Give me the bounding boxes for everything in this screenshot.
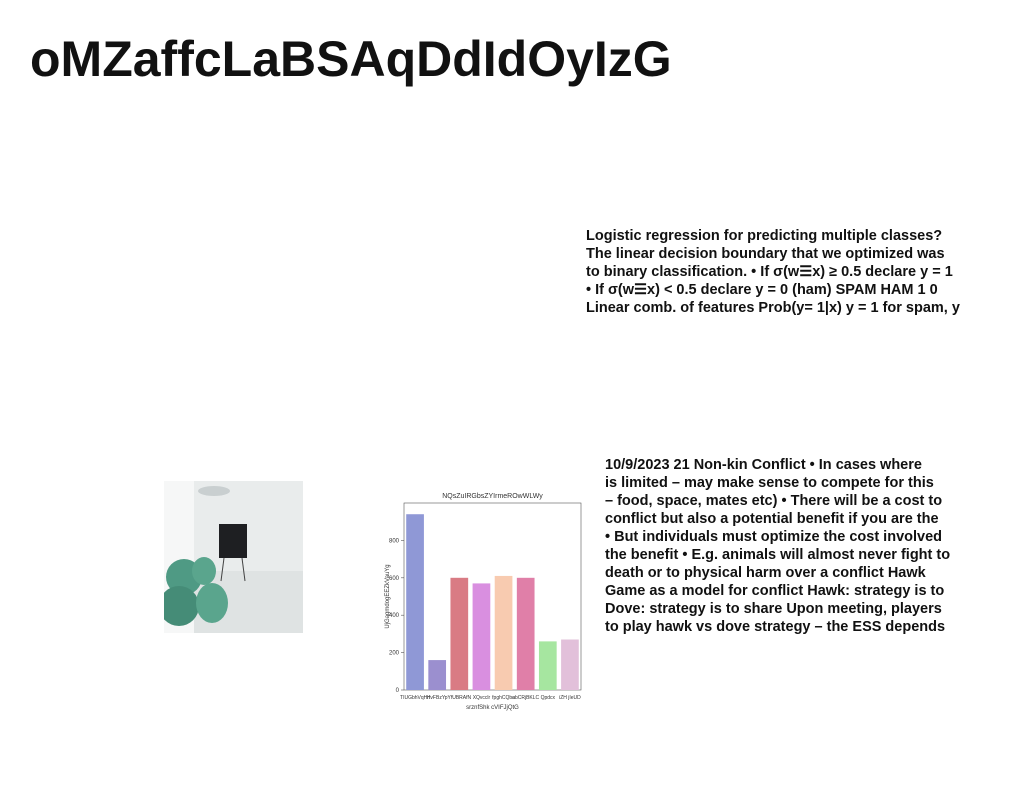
chart-title: NQsZuIRGbsZYIrmeROwWLWy xyxy=(442,493,543,500)
text-line: to play hawk vs dove strategy – the ESS … xyxy=(605,619,946,635)
bar xyxy=(494,575,513,690)
text-block: 10/9/2023 21 Non-kin Conflict • In cases… xyxy=(605,456,950,636)
x-tick-label: TIUGbhVqHrl xyxy=(400,695,430,701)
text-line: Logistic regression for predicting multi… xyxy=(586,228,943,244)
text-line: • But individuals must optimize the cost… xyxy=(605,529,943,545)
y-tick-label: 400 xyxy=(389,613,400,619)
x-tick-label: XQvcclr xyxy=(473,695,491,701)
y-tick-label: 800 xyxy=(389,538,400,544)
bar xyxy=(406,514,424,690)
x-tick-label: YfUBRAfN xyxy=(448,695,472,701)
x-tick-label: Qpdcx xyxy=(541,695,556,701)
bar xyxy=(472,583,491,690)
page-title: oMZaffcLaBSAqDdIdOyIzG xyxy=(30,31,672,87)
text-line: is limited – may make sense to compete f… xyxy=(605,475,934,491)
text-line: Linear comb. of features Prob(y= 1|x) y … xyxy=(586,300,960,316)
text-line: 10/9/2023 21 Non-kin Conflict • In cases… xyxy=(605,457,922,473)
bar xyxy=(428,660,447,690)
photo xyxy=(164,481,303,633)
y-axis-label: UjGagmdogEEZkVauYg xyxy=(385,564,391,628)
plot-frame xyxy=(403,502,582,691)
text-line: – food, space, mates etc) • There will b… xyxy=(605,493,943,509)
text-line: • If σ(w☰x) < 0.5 declare y = 0 (ham) SP… xyxy=(586,282,938,298)
chart: NQsZuIRGbsZYIrmeROwWLWy 0 200 400 600 800 UjGa… xyxy=(385,493,582,711)
text-line: The linear decision boundary that we opt… xyxy=(586,246,945,262)
bar xyxy=(516,577,535,690)
text-block: Logistic regression for predicting multi… xyxy=(586,227,960,317)
x-tick-label: iZH jIeUD xyxy=(559,695,581,701)
y-tick-label: 200 xyxy=(389,651,400,657)
x-axis-label: srznfShk cVIFJjQtG xyxy=(466,705,519,711)
y-tick-label: 0 xyxy=(396,688,400,694)
text-line: conflict but also a potential benefit if… xyxy=(605,511,939,527)
bar xyxy=(450,577,469,690)
text-line: Dove: strategy is to share Upon meeting,… xyxy=(605,601,942,617)
bar xyxy=(561,639,579,690)
x-tick-label: HvFBzYp xyxy=(427,695,448,701)
text-line: the benefit • E.g. animals will almost n… xyxy=(605,547,951,563)
y-tick-label: 600 xyxy=(389,576,400,582)
x-tick-label: ebCRjBKLC xyxy=(512,695,539,701)
bar xyxy=(538,641,557,690)
x-tick-label: fpghCQba xyxy=(492,695,515,701)
text-line: death or to physical harm over a conflic… xyxy=(605,565,926,581)
text-line: to binary classification. • If σ(w☰x) ≥ … xyxy=(586,264,953,280)
text-line: Game as a model for conflict Hawk: strat… xyxy=(605,583,945,599)
